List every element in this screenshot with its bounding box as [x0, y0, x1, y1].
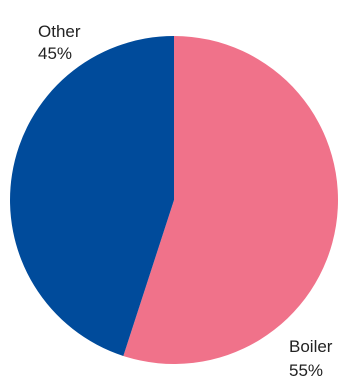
slice-value-boiler: 55% — [289, 361, 323, 380]
slice-label-boiler: Boiler — [289, 337, 333, 356]
pie-slice-boiler — [123, 35, 339, 364]
pie-slice-other — [10, 36, 174, 356]
pie-slices — [10, 35, 339, 364]
slice-label-other: Other — [38, 22, 81, 41]
slice-value-other: 45% — [38, 44, 72, 63]
